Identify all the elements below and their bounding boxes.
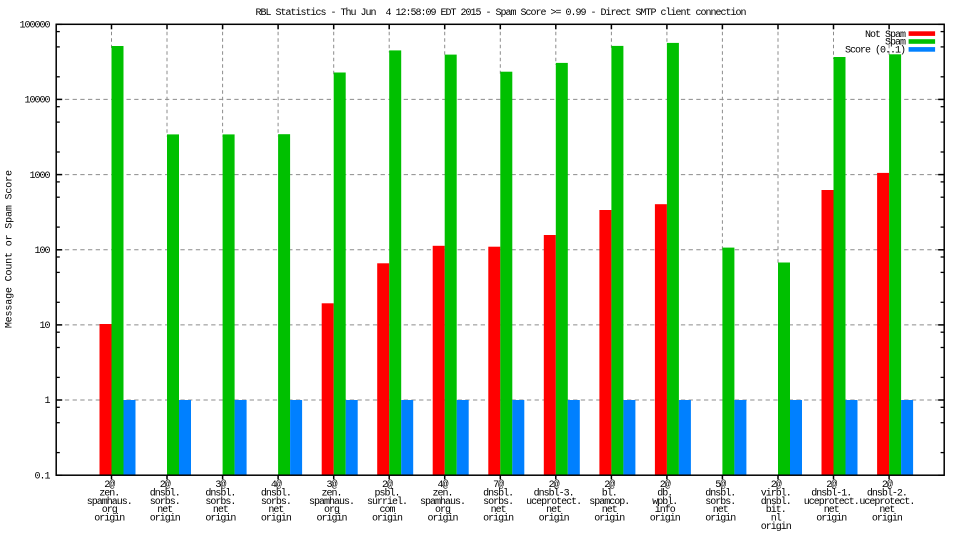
svg-text:uceprotect.: uceprotect.	[859, 497, 914, 508]
svg-text:virbl.: virbl.	[761, 487, 791, 499]
svg-text:1: 1	[44, 396, 50, 407]
svg-text:spamhaus.: spamhaus.	[87, 496, 132, 508]
svg-text:dnsbl-2.: dnsbl-2.	[867, 487, 907, 499]
svg-text:dnsbl.: dnsbl.	[261, 487, 291, 499]
svg-text:3@: 3@	[215, 479, 226, 491]
svg-text:1000: 1000	[29, 171, 50, 182]
svg-text:net: net	[879, 505, 894, 516]
svg-text:5@: 5@	[715, 479, 726, 491]
svg-text:origin: origin	[872, 513, 903, 525]
svg-text:2@: 2@	[882, 479, 893, 491]
svg-text:net: net	[491, 505, 506, 516]
svg-text:spamcop.: spamcop.	[589, 497, 629, 508]
svg-text:origin: origin	[205, 513, 236, 525]
svg-text:org: org	[102, 505, 118, 516]
svg-text:Not Spam: Not Spam	[865, 30, 906, 41]
svg-text:bl.: bl.	[602, 487, 617, 499]
svg-text:10000: 10000	[24, 96, 50, 107]
svg-text:0.1: 0.1	[34, 471, 50, 482]
svg-text:net: net	[602, 505, 617, 516]
svg-text:origin: origin	[261, 513, 292, 525]
svg-text:Message Count or Spam Score: Message Count or Spam Score	[5, 170, 16, 328]
svg-text:dnsbl.: dnsbl.	[150, 487, 180, 499]
svg-text:dnsbl-3.: dnsbl-3.	[534, 487, 574, 499]
svg-text:zen.: zen.	[432, 488, 452, 499]
svg-text:origin: origin	[427, 513, 458, 525]
svg-text:origin: origin	[761, 521, 792, 533]
svg-text:dnsbl.: dnsbl.	[205, 487, 235, 499]
svg-text:origin: origin	[483, 513, 514, 525]
svg-text:origin: origin	[316, 513, 347, 525]
svg-text:net: net	[213, 505, 228, 516]
svg-text:2@: 2@	[604, 479, 615, 491]
svg-text:spamhaus.: spamhaus.	[309, 496, 354, 508]
svg-text:info: info	[655, 504, 676, 516]
svg-text:sorbs.: sorbs.	[705, 496, 735, 508]
svg-text:RBL Statistics - Thu Jun 4 12: RBL Statistics - Thu Jun 4 12:58:09 EDT …	[255, 7, 746, 19]
svg-text:net: net	[713, 505, 728, 516]
svg-text:surriel.: surriel.	[367, 496, 407, 508]
svg-text:origin: origin	[539, 513, 570, 525]
svg-text:nl: nl	[771, 513, 782, 525]
svg-text:origin: origin	[94, 513, 125, 525]
svg-text:origin: origin	[150, 513, 181, 525]
svg-text:10: 10	[39, 321, 50, 332]
svg-text:psbl.: psbl.	[374, 487, 399, 499]
svg-text:sorbs.: sorbs.	[205, 496, 235, 508]
svg-text:100: 100	[34, 246, 50, 257]
svg-text:org: org	[324, 505, 340, 516]
svg-text:2@: 2@	[104, 479, 115, 491]
svg-text:7@: 7@	[493, 479, 504, 491]
svg-text:origin: origin	[594, 513, 625, 525]
svg-text:sorbs.: sorbs.	[150, 496, 180, 508]
svg-text:net: net	[157, 505, 172, 516]
svg-text:Score (0..1): Score (0..1)	[845, 45, 905, 57]
svg-text:2@: 2@	[660, 479, 671, 491]
svg-text:spamhaus.: spamhaus.	[420, 496, 465, 508]
svg-text:3@: 3@	[326, 479, 337, 491]
svg-text:2@: 2@	[382, 479, 393, 491]
svg-text:org: org	[435, 505, 451, 516]
svg-text:origin: origin	[372, 513, 403, 525]
svg-text:origin: origin	[705, 513, 736, 525]
svg-text:dnsbl.: dnsbl.	[705, 487, 735, 499]
svg-text:4@: 4@	[271, 479, 282, 491]
svg-text:wpbl.: wpbl.	[652, 496, 677, 508]
svg-text:sorbs.: sorbs.	[483, 496, 513, 508]
svg-text:2@: 2@	[160, 479, 171, 491]
svg-text:com: com	[379, 505, 395, 516]
svg-text:4@: 4@	[437, 479, 448, 491]
svg-text:uceprotect.: uceprotect.	[804, 497, 859, 508]
svg-text:dnsbl-1.: dnsbl-1.	[811, 487, 851, 499]
svg-text:2@: 2@	[826, 479, 837, 491]
svg-text:net: net	[546, 505, 561, 516]
svg-text:origin: origin	[816, 513, 847, 525]
svg-text:zen.: zen.	[321, 488, 341, 499]
svg-text:net: net	[268, 505, 283, 516]
svg-text:2@: 2@	[771, 479, 782, 491]
svg-text:100000: 100000	[19, 21, 50, 32]
svg-text:sorbs.: sorbs.	[261, 496, 291, 508]
svg-text:2@: 2@	[549, 479, 560, 491]
svg-text:uceprotect.: uceprotect.	[526, 497, 581, 508]
svg-text:net: net	[824, 505, 839, 516]
svg-text:bit.: bit.	[766, 504, 786, 516]
svg-text:zen.: zen.	[99, 488, 119, 499]
svg-text:origin: origin	[650, 513, 681, 525]
svg-text:dnsbl.: dnsbl.	[761, 496, 791, 508]
svg-text:Spam: Spam	[885, 38, 906, 49]
svg-text:dnsbl.: dnsbl.	[483, 487, 513, 499]
svg-text:db.: db.	[657, 487, 672, 499]
